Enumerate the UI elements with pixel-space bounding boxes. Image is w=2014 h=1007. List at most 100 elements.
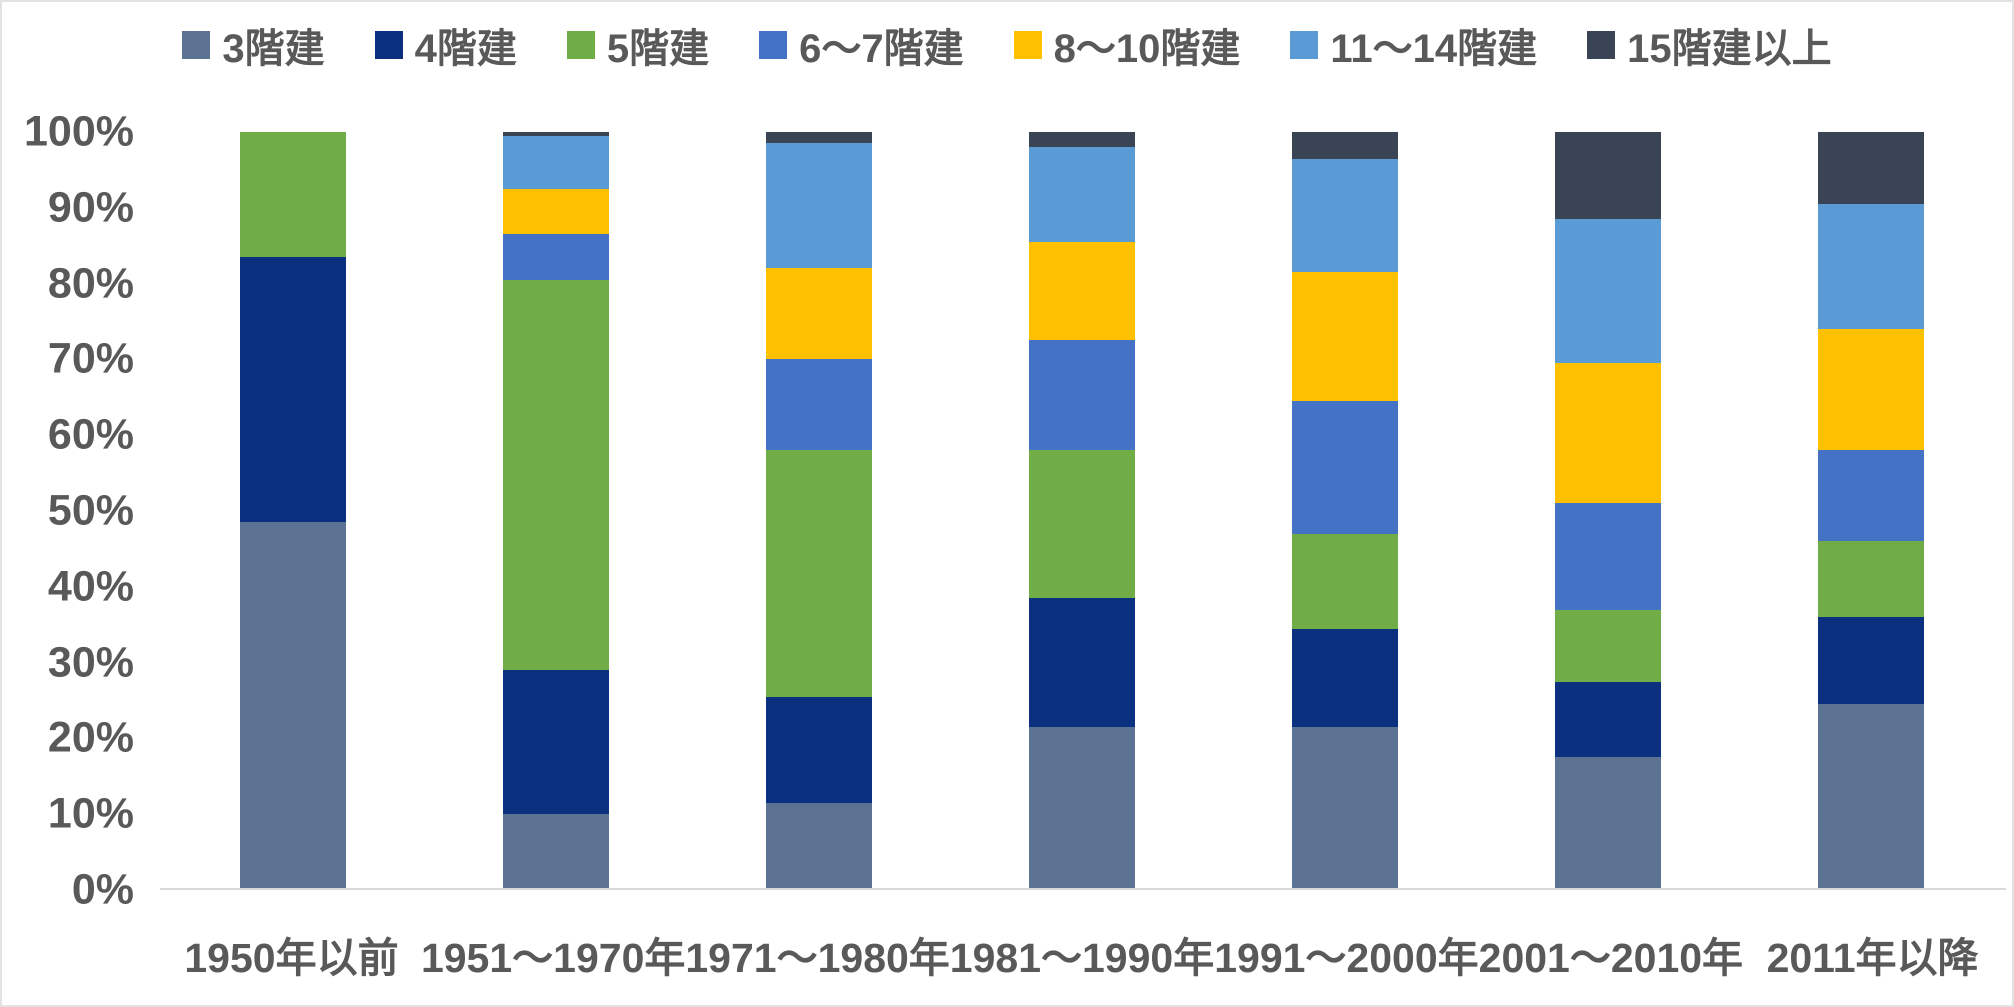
bar-segment-2-4: [766, 268, 873, 360]
stacked-bar-1: [503, 132, 610, 890]
x-category-label-1: 1951〜1970年: [420, 935, 686, 981]
bar-column-5: [1476, 132, 1739, 890]
bar-column-0: [162, 132, 425, 890]
legend-swatch-icon: [182, 31, 211, 59]
bar-segment-6-1: [1817, 617, 1924, 705]
bar-segment-6-0: [1817, 704, 1924, 890]
legend-swatch-icon: [1290, 31, 1319, 59]
plot-area: [162, 132, 2002, 890]
legend-item-2: 5階建: [566, 16, 710, 74]
bar-segment-4-0: [1291, 727, 1398, 890]
bar-column-6: [1739, 132, 2002, 890]
y-tick-label-90: 90%: [47, 183, 134, 232]
legend-item-1: 4階建: [374, 16, 517, 74]
y-tick-label-70: 70%: [47, 334, 134, 383]
bar-segment-6-5: [1817, 204, 1924, 330]
y-tick-label-50: 50%: [47, 486, 134, 535]
bar-segment-3-3: [1029, 340, 1135, 451]
bar-segment-2-0: [766, 802, 873, 890]
legend-label: 6〜7階建: [799, 27, 964, 71]
legend-label: 5階建: [606, 27, 710, 71]
stacked-bar-4: [1291, 132, 1398, 890]
legend-swatch-icon: [374, 31, 403, 59]
bar-segment-5-5: [1554, 219, 1661, 364]
bar-segment-1-1: [503, 670, 610, 815]
x-category-label-6: 2011年以降: [1766, 935, 1979, 981]
bar-segment-2-5: [766, 143, 873, 269]
bar-column-3: [951, 132, 1214, 890]
bar-segment-5-6: [1554, 132, 1661, 220]
x-category-label-0: 1950年以前: [184, 935, 399, 981]
bar-segment-6-3: [1817, 450, 1924, 542]
y-tick-label-20: 20%: [47, 713, 134, 762]
bar-segment-4-1: [1291, 628, 1398, 728]
bar-segment-1-2: [503, 279, 610, 671]
bar-segment-6-4: [1817, 329, 1924, 451]
legend-label: 15階建以上: [1627, 27, 1832, 71]
bar-segment-5-4: [1554, 363, 1661, 504]
stacked-bar-0: [240, 132, 347, 890]
y-tick-label-60: 60%: [47, 410, 134, 459]
bar-segment-3-1: [1029, 598, 1135, 728]
legend-label: 11〜14階建: [1330, 27, 1538, 71]
x-category-label-4: 1991〜2000年: [1214, 935, 1479, 981]
bar-segment-4-3: [1291, 401, 1398, 534]
y-tick-label-0: 0%: [71, 865, 134, 914]
legend-item-6: 15階建以上: [1587, 16, 1832, 74]
x-axis-line: [160, 888, 2006, 890]
legend-swatch-icon: [1013, 31, 1042, 59]
bar-segment-1-6: [503, 132, 610, 136]
bar-segment-5-1: [1554, 681, 1661, 758]
bar-segment-4-5: [1291, 158, 1398, 273]
bar-segment-5-2: [1554, 609, 1661, 682]
bar-segment-4-6: [1291, 132, 1398, 159]
legend-item-3: 6〜7階建: [759, 16, 964, 74]
bar-segment-1-5: [503, 135, 610, 189]
bar-segment-0-1: [240, 257, 347, 523]
bar-segment-2-1: [766, 696, 873, 803]
bar-segment-0-0: [240, 522, 347, 890]
y-tick-label-30: 30%: [47, 638, 134, 687]
bar-segment-4-4: [1291, 272, 1398, 402]
legend-label: 4階建: [414, 27, 517, 71]
bar-segment-1-3: [503, 234, 610, 280]
legend-swatch-icon: [1587, 31, 1616, 59]
bar-column-2: [688, 132, 951, 890]
y-axis: 0% 10% 20% 30% 40% 50% 60% 70% 80% 90% 100%: [2, 2, 142, 1005]
legend-label: 3階建: [222, 27, 325, 71]
bar-segment-2-6: [766, 132, 873, 144]
y-tick-label-100: 100%: [24, 107, 134, 156]
bar-segment-0-2: [240, 132, 347, 258]
bar-segment-1-4: [503, 188, 610, 235]
legend-swatch-icon: [759, 31, 788, 59]
bar-segment-3-6: [1029, 132, 1135, 148]
bar-column-4: [1213, 132, 1476, 890]
bar-segment-6-2: [1817, 541, 1924, 618]
bar-segment-2-3: [766, 359, 873, 451]
x-category-label-2: 1971〜1980年: [685, 935, 950, 981]
stacked-bar-6: [1817, 132, 1924, 890]
bar-segment-3-4: [1029, 241, 1135, 341]
bar-segment-6-6: [1817, 132, 1924, 205]
legend: 3階建 4階建 5階建 6〜7階建 8〜10階建 11〜14階建 15階建以上: [2, 16, 2012, 74]
legend-swatch-icon: [566, 31, 595, 59]
y-tick-label-80: 80%: [47, 259, 134, 308]
stacked-bar-3: [1029, 132, 1135, 890]
x-category-label-5: 2001〜2010年: [1478, 935, 1744, 981]
stacked-bar-5: [1554, 132, 1661, 890]
x-axis-labels: 1950年以前 1951〜1970年 1971〜1980年 1981〜1990年 199…: [162, 924, 2002, 984]
x-category-label-3: 1981〜1990年: [949, 935, 1215, 981]
y-tick-label-10: 10%: [47, 789, 134, 838]
legend-label: 8〜10階建: [1053, 27, 1241, 71]
legend-item-5: 11〜14階建: [1290, 16, 1537, 74]
y-tick-label-40: 40%: [47, 562, 134, 611]
bar-segment-3-2: [1029, 450, 1135, 599]
bar-segment-5-3: [1554, 503, 1661, 610]
stacked-bar-2: [766, 132, 873, 890]
bar-segment-3-5: [1029, 147, 1135, 242]
legend-item-0: 3階建: [182, 16, 325, 74]
legend-item-4: 8〜10階建: [1013, 16, 1241, 74]
bar-segment-3-0: [1029, 727, 1135, 890]
bar-segment-5-0: [1554, 757, 1661, 890]
